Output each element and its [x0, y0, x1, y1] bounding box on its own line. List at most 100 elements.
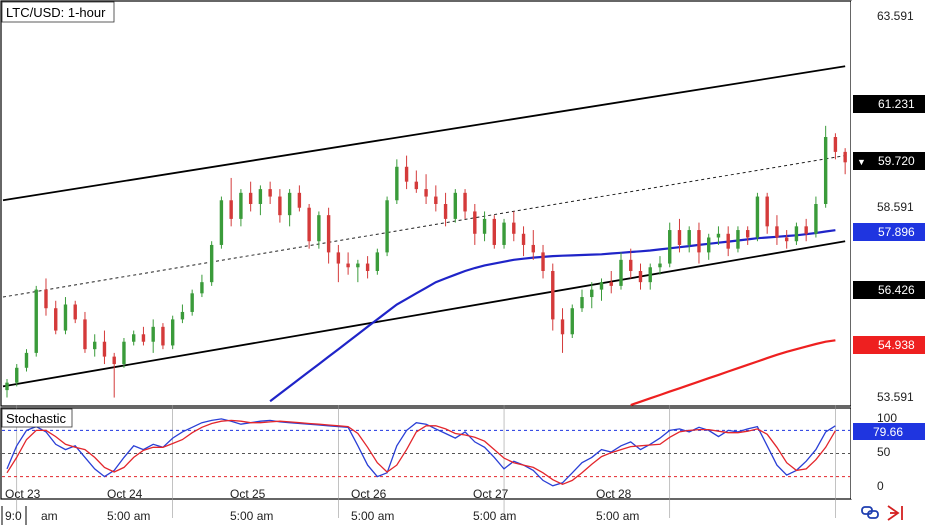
stochastic-title-box: Stochastic — [1, 408, 73, 428]
candle — [209, 241, 214, 286]
candle — [239, 189, 243, 227]
candle — [404, 155, 409, 190]
arrow-to-end-icon[interactable] — [887, 505, 903, 521]
svg-text:59.720: 59.720 — [878, 154, 915, 168]
candle — [151, 319, 155, 353]
candle — [346, 252, 350, 275]
candle — [638, 263, 643, 290]
candle — [54, 300, 58, 335]
gridlines — [16, 405, 836, 518]
candle — [482, 211, 487, 242]
channel-lower-line — [2, 240, 846, 388]
candle — [560, 308, 565, 353]
candle — [102, 330, 107, 365]
price-badge: 59.720 ▼ — [853, 152, 925, 170]
stoch-tick-label: 100 — [877, 411, 897, 425]
price-badge: 54.938 — [853, 336, 925, 354]
candle — [336, 244, 341, 283]
candle — [707, 233, 711, 260]
candle — [443, 192, 448, 227]
chart-title: LTC/USD: 1-hour — [6, 5, 106, 20]
stochastic-panel — [2, 418, 850, 487]
price-channel — [2, 65, 846, 388]
candle — [463, 189, 467, 219]
candle — [784, 230, 789, 249]
sma-red-line — [630, 339, 836, 407]
candle — [34, 285, 38, 357]
candle — [326, 207, 331, 264]
candle — [794, 222, 799, 245]
candle — [268, 181, 272, 204]
candle — [73, 300, 77, 324]
candle — [843, 148, 847, 175]
link-icon[interactable] — [861, 506, 879, 519]
candle — [24, 349, 29, 372]
candle — [375, 248, 380, 275]
day-label: Oct 23 — [5, 487, 41, 501]
candle — [687, 226, 691, 253]
sma-blue-line — [269, 229, 836, 403]
candle — [414, 170, 419, 193]
candle — [833, 133, 838, 160]
candle — [658, 256, 662, 275]
candle — [15, 364, 19, 387]
price-badge: 56.426 — [853, 281, 925, 299]
candle — [395, 159, 399, 204]
candle — [541, 244, 545, 279]
candle — [287, 189, 292, 227]
candle — [317, 211, 321, 249]
candle — [677, 218, 682, 253]
stochastic-title: Stochastic — [6, 411, 66, 426]
time-label: 5:00 am — [351, 509, 394, 523]
candle — [122, 338, 126, 368]
candle — [745, 226, 750, 245]
svg-text:61.231: 61.231 — [878, 97, 915, 111]
candle — [307, 204, 311, 249]
chart-title-box: LTC/USD: 1-hour — [1, 1, 115, 23]
candle — [492, 215, 496, 249]
candle — [365, 256, 370, 279]
candle — [619, 252, 623, 290]
candle — [668, 222, 672, 268]
candle — [580, 289, 584, 312]
candle — [765, 192, 769, 234]
time-label: 5:00 am — [596, 509, 639, 523]
candle — [190, 289, 194, 316]
candle — [141, 326, 146, 346]
candle — [716, 226, 721, 245]
price-badge: 57.896 — [853, 223, 925, 241]
day-label: Oct 24 — [107, 487, 143, 501]
candle — [5, 378, 9, 398]
time-label: 5:00 am — [230, 509, 273, 523]
candle — [823, 125, 828, 208]
candle — [83, 311, 87, 353]
candle — [736, 226, 740, 253]
stoch-tick-label: 50 — [877, 445, 891, 459]
candle — [531, 230, 535, 260]
stoch-d-line — [6, 419, 836, 486]
stoch-value-badge: 79.66 — [853, 423, 925, 440]
time-label: 9:0 — [5, 509, 22, 523]
moving-averages — [269, 229, 836, 407]
candle — [93, 334, 97, 357]
candle — [551, 263, 555, 331]
day-label: Oct 28 — [596, 487, 632, 501]
candle — [609, 271, 613, 294]
channel-upper-line — [2, 65, 846, 202]
price-tick-label: 58.591 — [877, 200, 914, 214]
day-label: Oct 25 — [230, 487, 266, 501]
candle — [258, 185, 263, 216]
candle — [570, 304, 574, 338]
day-label: Oct 27 — [473, 487, 509, 501]
candle — [278, 189, 282, 223]
stochastic-axis: 100 50 0 79.66 — [853, 411, 925, 493]
candle — [385, 196, 389, 257]
candle — [502, 218, 506, 249]
candle — [63, 297, 68, 335]
candle — [356, 259, 360, 283]
svg-text:57.896: 57.896 — [878, 225, 915, 239]
stoch-tick-label: 0 — [877, 479, 884, 493]
candle — [629, 248, 633, 279]
candle — [755, 192, 760, 242]
